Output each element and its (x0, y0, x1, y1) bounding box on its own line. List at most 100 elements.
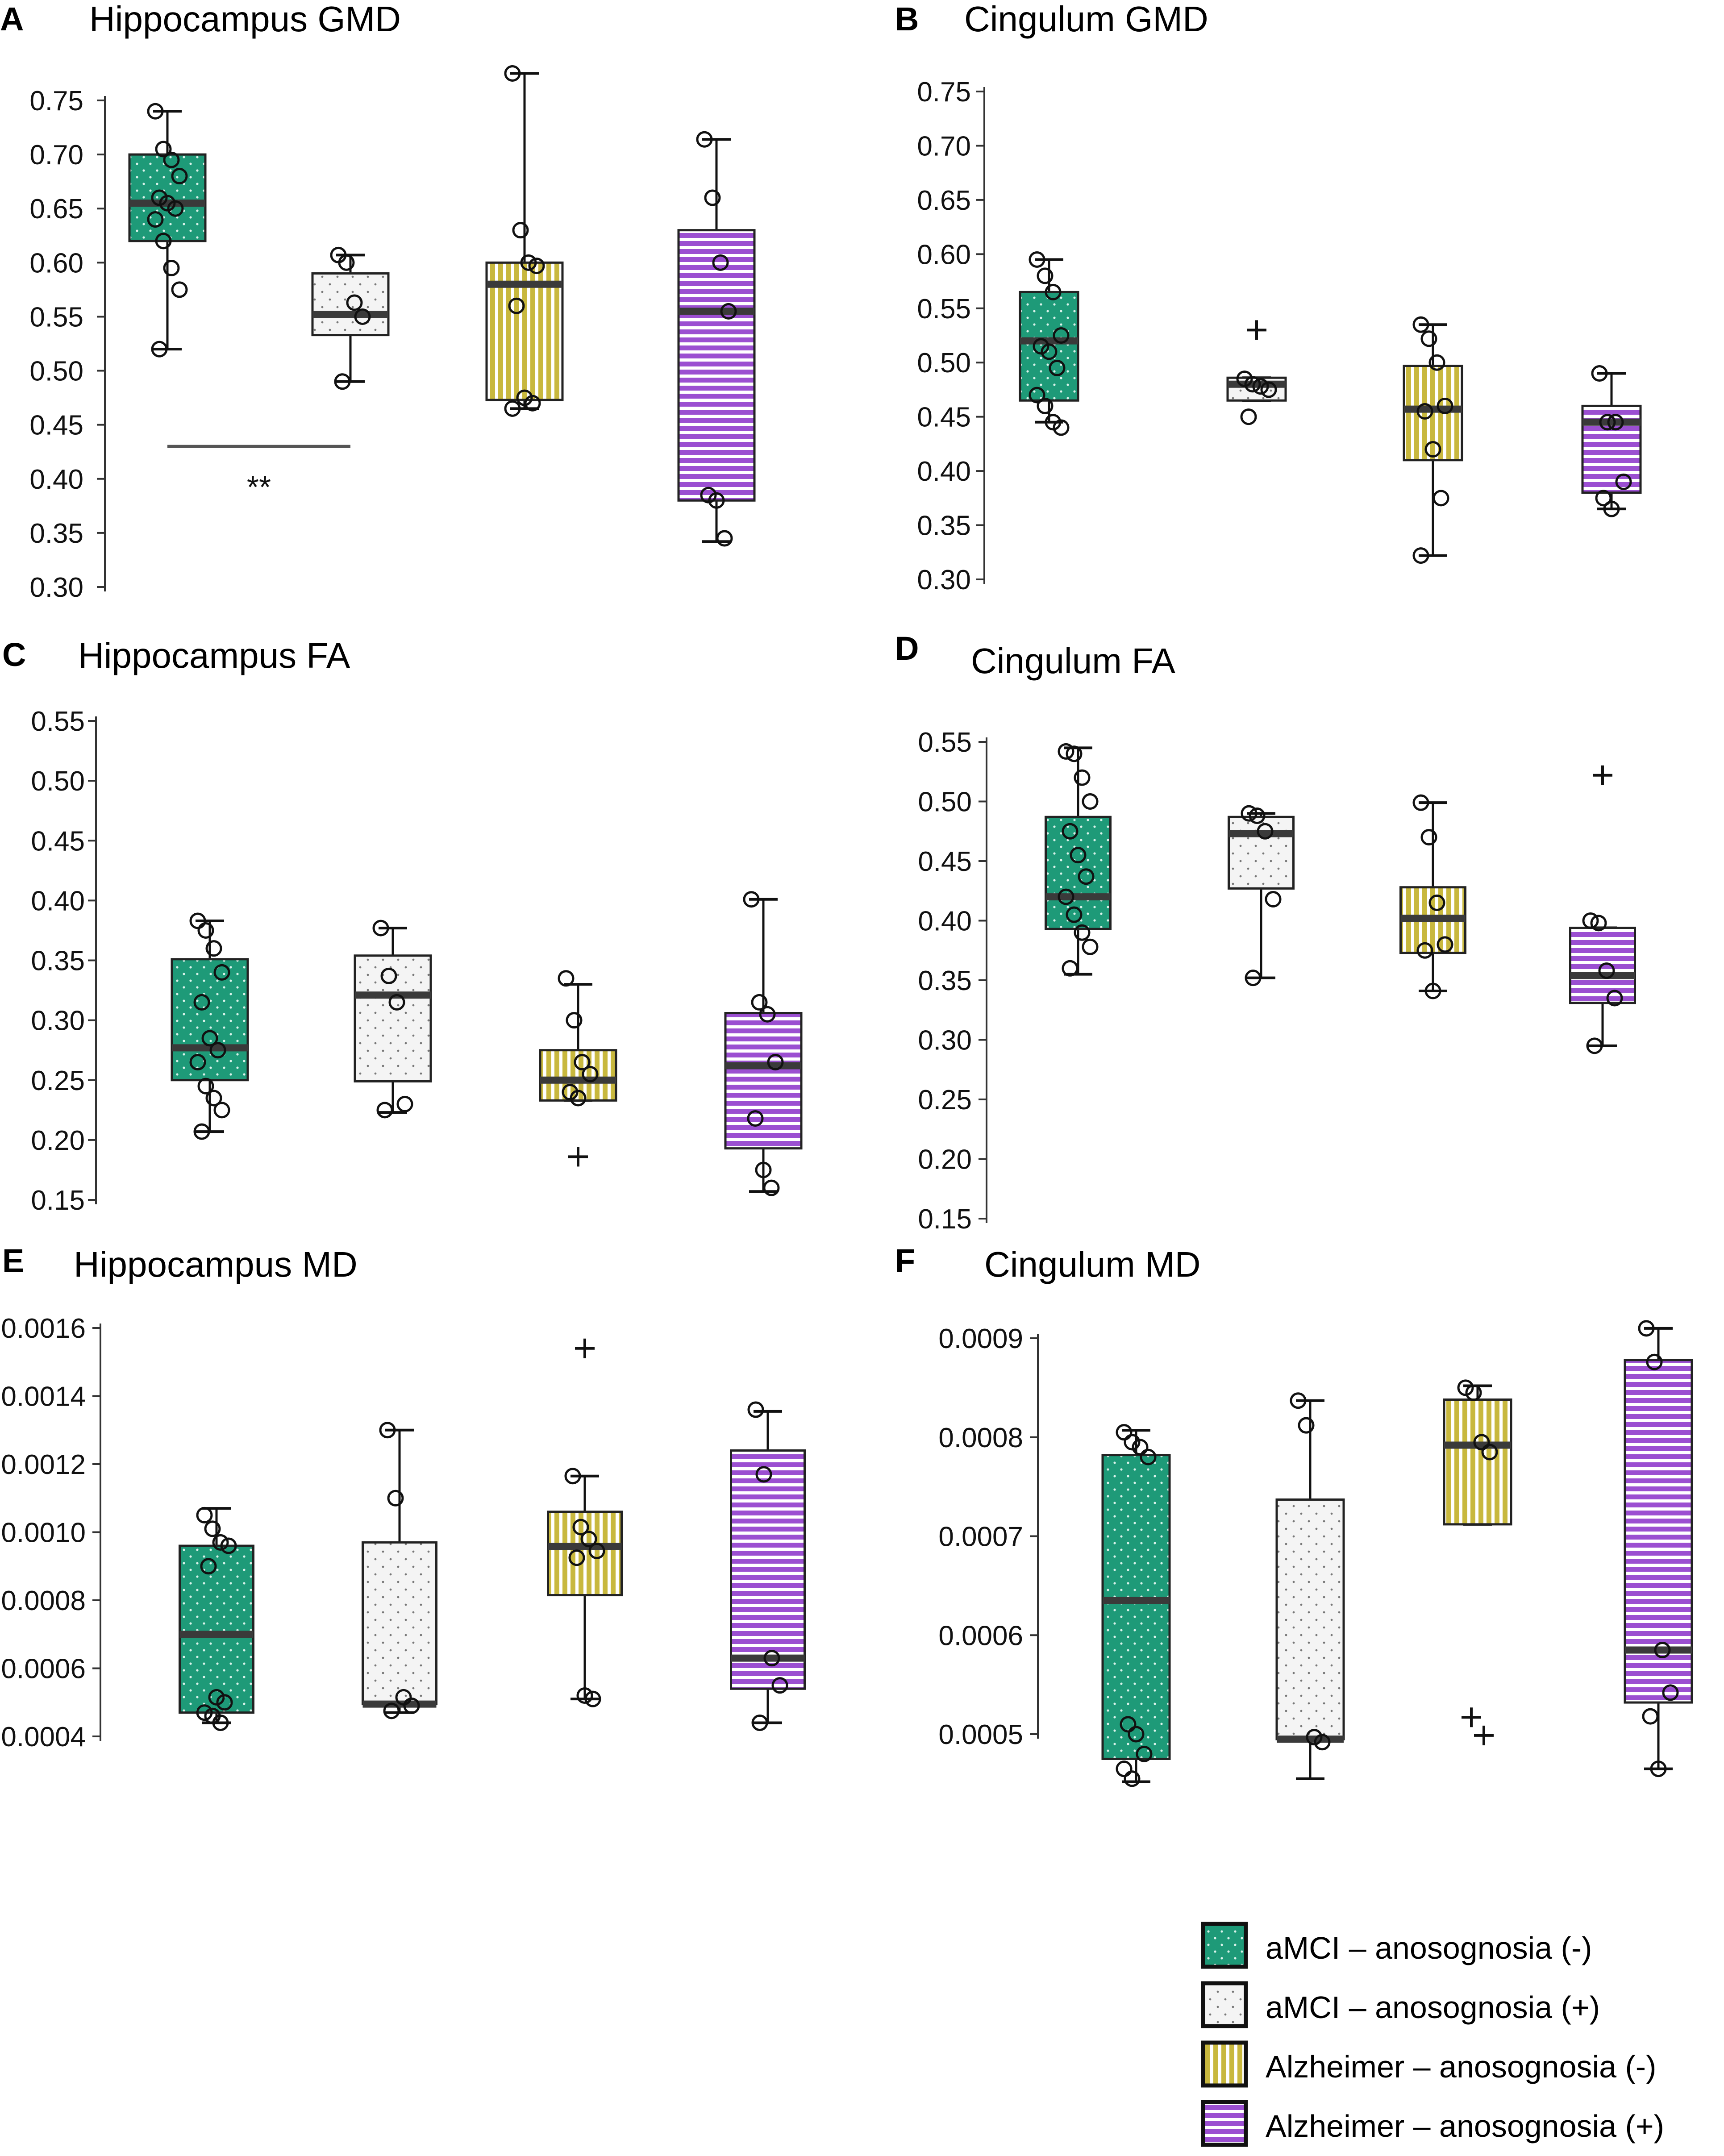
box-amci-pos (1226, 320, 1287, 425)
data-point (1412, 794, 1429, 811)
y-tick-label: 0.50 (29, 356, 83, 387)
data-point (528, 258, 545, 275)
data-point (1029, 387, 1045, 404)
data-point (1662, 1684, 1679, 1701)
panel-F-letter: F (895, 1242, 915, 1279)
data-point (1241, 805, 1258, 822)
data-point (1591, 365, 1608, 382)
data-point (747, 1401, 764, 1418)
data-point (196, 1704, 213, 1721)
data-point (751, 1715, 768, 1731)
box-amci-pos (311, 246, 390, 390)
panel-C-plot: 0.15 0.20 0.25 0.30 0.35 0.40 0.45 0.50 0.55 (31, 706, 803, 1216)
data-point (755, 1466, 772, 1483)
legend-item: Alzheimer – anosognosia (+) (1201, 2100, 1664, 2147)
data-point (763, 1179, 780, 1196)
data-point (1433, 490, 1449, 507)
box-amci-neg (128, 103, 207, 358)
data-point (171, 281, 188, 298)
data-point (155, 233, 172, 250)
y-tick-label: 0.45 (29, 410, 83, 441)
data-point (568, 1549, 585, 1566)
legend: aMCI – anosognosia (-) aMCI – anosognosi… (1201, 1922, 1664, 2147)
y-tick-label: 0.0007 (938, 1522, 1023, 1552)
data-point (1412, 316, 1429, 333)
data-point (720, 303, 737, 320)
panel-C: C Hippocampus FA 0.15 0.20 0.25 0.30 0.35 0.4… (2, 636, 803, 1216)
data-point (763, 1650, 780, 1667)
data-point (1260, 381, 1277, 398)
data-point (1082, 938, 1099, 955)
data-point (508, 297, 525, 314)
box-iqr (354, 954, 432, 1082)
data-point (1586, 1037, 1603, 1054)
data-point (380, 967, 397, 984)
data-point (209, 1042, 226, 1059)
panel-F-title: Cingulum MD (984, 1244, 1201, 1284)
legend-item: aMCI – anosognosia (+) (1201, 1981, 1600, 2028)
y-tick-label: 0.20 (31, 1125, 85, 1156)
y-tick-label: 0.45 (917, 402, 971, 433)
box-amci-pos (354, 920, 432, 1119)
data-point (1424, 441, 1441, 458)
data-point (588, 1542, 605, 1559)
data-point (163, 151, 180, 168)
y-tick-label: 0.0010 (1, 1518, 86, 1548)
data-point (566, 1012, 583, 1029)
y-tick-label: 0.40 (29, 464, 83, 495)
data-point (716, 530, 733, 547)
data-point (205, 940, 222, 957)
data-point (1053, 327, 1070, 344)
data-point (1642, 1708, 1659, 1725)
data-point (1078, 868, 1095, 885)
data-point (504, 400, 521, 417)
data-point (1066, 906, 1083, 923)
data-point (1465, 1384, 1482, 1401)
box-iqr (362, 1541, 437, 1706)
y-tick-label: 0.15 (31, 1185, 85, 1216)
data-point (387, 1490, 404, 1507)
box-iqr (730, 1449, 806, 1690)
panel-A-letter: A (0, 0, 24, 37)
box-alz-pos (724, 891, 803, 1196)
y-tick-label: 0.65 (29, 194, 83, 225)
box-amci-neg (179, 1507, 254, 1731)
data-point (1062, 823, 1079, 840)
y-tick-label: 0.55 (29, 302, 83, 333)
y-tick-label: 0.25 (31, 1066, 85, 1096)
y-tick-label: 0.0006 (938, 1620, 1023, 1651)
data-point (755, 1161, 772, 1178)
data-point (1412, 547, 1429, 564)
box-amci-neg (1045, 743, 1112, 977)
y-tick-label: 0.70 (29, 140, 83, 171)
data-point (163, 259, 180, 276)
y-tick-label: 0.0009 (938, 1324, 1023, 1354)
data-point (1290, 1392, 1307, 1409)
data-point (1037, 397, 1054, 414)
box-alz-pos (1569, 765, 1636, 1054)
data-point (1595, 490, 1612, 507)
data-point (1420, 330, 1437, 347)
data-point (1140, 1448, 1157, 1465)
y-tick-label: 0.60 (29, 248, 83, 279)
data-point (1066, 745, 1083, 762)
data-point (582, 1066, 599, 1082)
y-tick-label: 0.40 (31, 886, 85, 916)
data-point (1132, 1439, 1149, 1456)
y-tick-label: 0.0006 (1, 1654, 86, 1685)
data-point (1041, 343, 1058, 360)
y-tick-label: 0.0008 (938, 1423, 1023, 1453)
box-iqr (171, 958, 249, 1082)
box-iqr (724, 1012, 803, 1150)
y-tick-label: 0.75 (29, 86, 83, 117)
data-point (1603, 500, 1620, 517)
y-tick-label: 0.25 (918, 1085, 972, 1115)
panel-E: E Hippocampus MD 0.0004 0.0006 0.0008 0.001… (1, 1242, 806, 1752)
panel-E-title: Hippocampus MD (74, 1244, 358, 1284)
data-point (1606, 990, 1623, 1007)
box-alz-pos (730, 1401, 806, 1731)
y-tick-label: 0.40 (917, 456, 971, 487)
box-iqr (547, 1511, 623, 1597)
data-point (767, 1054, 784, 1071)
y-tick-label: 0.45 (918, 846, 972, 877)
